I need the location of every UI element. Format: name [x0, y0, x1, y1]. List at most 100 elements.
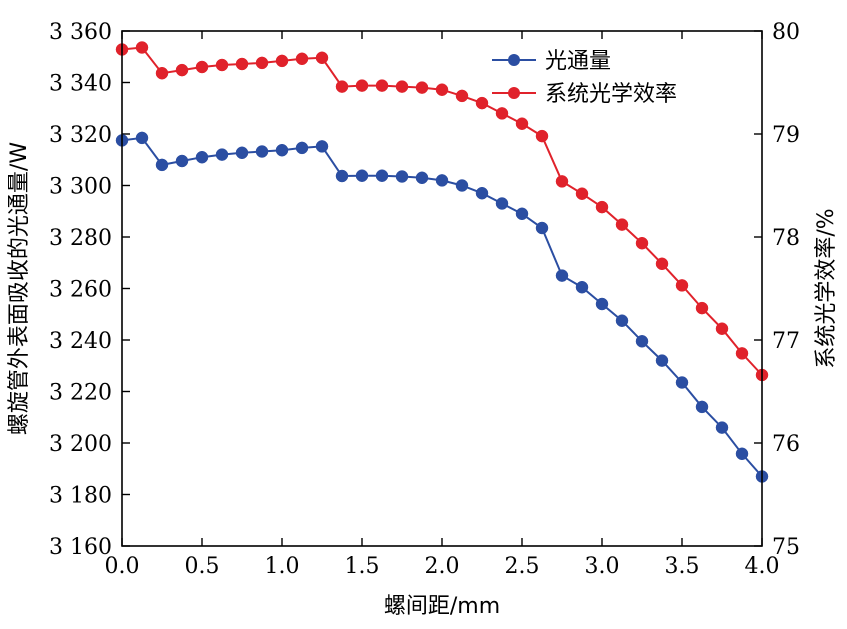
- data-point-0: [575, 280, 589, 294]
- data-point-1: [555, 175, 569, 188]
- data-point-0: [615, 314, 629, 327]
- data-point-0: [515, 207, 529, 221]
- y-left-tick-label: 3 260: [49, 278, 112, 303]
- data-point-1: [455, 89, 469, 103]
- y-left-tick-label: 3 180: [49, 484, 112, 509]
- y-left-tick-label: 3 340: [49, 72, 112, 97]
- plot-frame: [121, 30, 763, 547]
- y-left-tick-label: 3 240: [49, 329, 112, 354]
- data-point-0: [675, 376, 689, 389]
- x-tick-label: 1.0: [265, 554, 300, 579]
- y-left-tick-label: 3 280: [49, 226, 112, 251]
- x-tick-label: 4.0: [745, 554, 780, 579]
- y-right-tick-label: 77: [772, 329, 800, 354]
- data-point-1: [515, 117, 529, 130]
- data-point-0: [435, 174, 449, 187]
- data-point-1: [615, 218, 629, 231]
- data-point-0: [415, 171, 429, 185]
- data-point-1: [355, 79, 369, 92]
- ticks-layer: 0.0 0.5 1.0 1.5 2.0 2.5 3.0 3.5 4.0 3 160 3 180 3 2…: [49, 20, 800, 579]
- data-point-1: [575, 187, 589, 200]
- y-left-tick-label: 3 320: [49, 123, 112, 148]
- data-point-1: [335, 80, 349, 93]
- x-tick-label: 0.5: [185, 554, 220, 579]
- data-point-0: [535, 221, 549, 235]
- data-point-0: [235, 146, 249, 160]
- data-point-0: [455, 179, 469, 192]
- y-left-tick-label: 3 300: [49, 175, 112, 200]
- data-point-0: [315, 140, 329, 153]
- data-point-0: [135, 131, 149, 145]
- y-right-tick-label: 75: [772, 535, 800, 560]
- data-point-1: [175, 63, 189, 77]
- data-point-1: [655, 257, 669, 271]
- data-point-1: [535, 129, 549, 143]
- data-point-0: [355, 169, 369, 182]
- y-right-tick-label: 76: [772, 432, 800, 457]
- data-point-1: [315, 51, 329, 65]
- legend-label-flux: 光通量: [545, 49, 611, 74]
- data-point-0: [275, 143, 289, 157]
- data-point-1: [475, 96, 489, 110]
- data-point-1: [375, 79, 389, 92]
- data-point-1: [255, 56, 269, 70]
- data-point-1: [235, 57, 249, 71]
- data-point-0: [255, 145, 269, 158]
- y-right-tick-label: 80: [772, 20, 800, 45]
- data-point-1: [295, 52, 309, 66]
- data-point-1: [635, 236, 649, 250]
- data-point-0: [175, 154, 189, 168]
- x-tick-label: 2.0: [425, 554, 460, 579]
- y-left-tick-label: 3 160: [49, 535, 112, 560]
- data-point-0: [715, 421, 729, 434]
- data-point-1: [715, 322, 729, 335]
- data-point-1: [215, 58, 229, 72]
- data-point-1: [415, 81, 429, 94]
- data-point-0: [375, 169, 389, 182]
- data-point-1: [195, 60, 209, 74]
- y-right-tick-label: 79: [772, 123, 800, 148]
- legend-marker-flux: [508, 54, 520, 66]
- series-line-0: [121, 136, 763, 478]
- x-tick-label: 3.0: [585, 554, 620, 579]
- data-point-0: [395, 170, 409, 183]
- data-point-0: [195, 150, 209, 164]
- x-tick-label: 3.5: [665, 554, 700, 579]
- data-point-1: [275, 54, 289, 68]
- data-point-0: [595, 297, 609, 311]
- data-point-0: [735, 447, 749, 461]
- y-axis-left-title: 螺旋管外表面吸收的光通量/W: [7, 142, 32, 435]
- x-axis-title: 螺间距/mm: [384, 594, 500, 619]
- data-point-0: [215, 148, 229, 161]
- data-point-1: [155, 66, 169, 80]
- y-left-tick-label: 3 200: [49, 432, 112, 457]
- data-point-0: [335, 169, 349, 183]
- legend-marker-efficiency: [508, 87, 520, 99]
- y-axis-right-title: 系统光学效率/%: [814, 208, 839, 368]
- series-layer: [115, 41, 769, 483]
- y-left-tick-label: 3 360: [49, 20, 112, 45]
- data-point-1: [395, 80, 409, 93]
- x-tick-label: 0.0: [105, 554, 140, 579]
- data-point-0: [655, 354, 669, 367]
- data-point-0: [635, 335, 649, 348]
- data-point-0: [475, 186, 489, 200]
- data-point-0: [495, 197, 509, 210]
- data-point-0: [295, 141, 309, 155]
- data-point-1: [595, 200, 609, 214]
- x-tick-label: 1.5: [345, 554, 380, 579]
- data-point-0: [555, 269, 569, 282]
- data-point-1: [675, 279, 689, 292]
- data-point-1: [735, 347, 749, 360]
- legend: 光通量 系统光学效率: [492, 49, 677, 107]
- data-point-1: [135, 41, 149, 54]
- y-left-tick-label: 3 220: [49, 381, 112, 406]
- x-tick-label: 2.5: [505, 554, 540, 579]
- data-point-1: [695, 301, 709, 315]
- legend-label-efficiency: 系统光学效率: [545, 82, 677, 107]
- y-right-tick-label: 78: [772, 226, 800, 251]
- data-point-0: [155, 158, 169, 172]
- data-point-1: [495, 107, 509, 120]
- data-point-0: [695, 400, 709, 414]
